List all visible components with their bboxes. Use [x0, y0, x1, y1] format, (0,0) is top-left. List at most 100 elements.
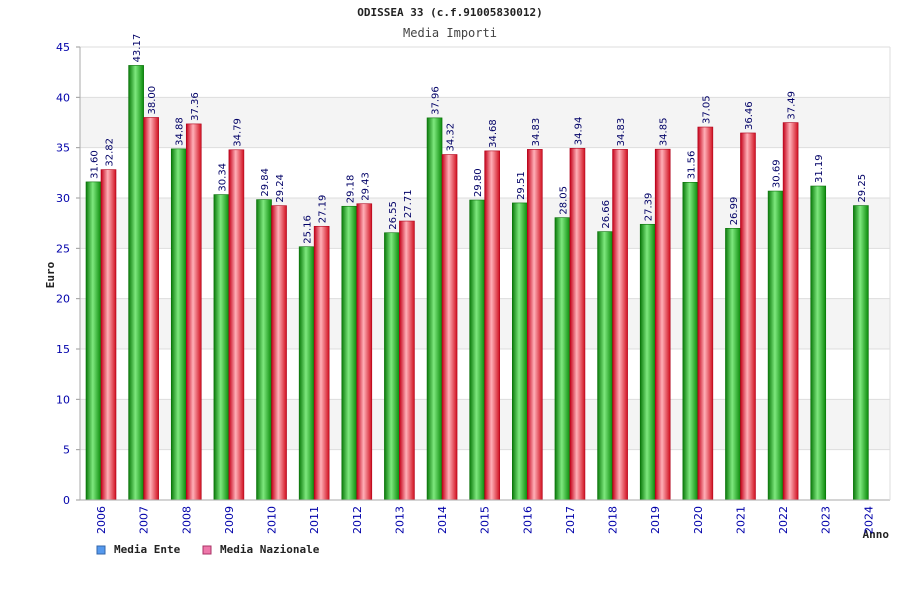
value-label-ente-2017: 28.05: [558, 186, 569, 215]
bar-nazionale-2011: [313, 225, 330, 501]
value-label-ente-2011: 25.16: [303, 215, 314, 244]
chart-title: ODISSEA 33 (c.f.91005830012): [357, 6, 542, 19]
y-tick-label: 25: [56, 242, 70, 255]
x-tick-label-2006: 2006: [95, 506, 108, 534]
legend-label-nazionale: Media Nazionale: [220, 543, 320, 556]
value-label-nazionale-2015: 34.68: [488, 119, 499, 148]
x-tick-label-2017: 2017: [564, 506, 577, 534]
bar-nazionale-2017: [569, 147, 586, 501]
bar-nazionale-2019: [654, 148, 671, 501]
bar-ente-2010: [256, 199, 272, 501]
value-label-ente-2010: 29.84: [260, 168, 271, 197]
value-label-nazionale-2022: 37.49: [787, 91, 798, 120]
legend-swatch-ente: [96, 545, 106, 555]
value-label-ente-2013: 26.55: [388, 201, 399, 230]
bar-ente-2021: [725, 228, 741, 501]
x-tick-label-2024: 2024: [862, 506, 875, 534]
x-tick-label-2012: 2012: [351, 506, 364, 534]
value-label-nazionale-2021: 36.46: [744, 101, 755, 130]
value-label-ente-2020: 31.56: [686, 151, 697, 180]
legend-swatch-nazionale: [202, 545, 212, 555]
x-tick-label-2019: 2019: [649, 506, 662, 534]
bar-nazionale-2022: [782, 122, 799, 501]
bar-ente-2020: [682, 181, 699, 501]
bar-nazionale-2020: [697, 126, 714, 501]
bar-ente-2016: [512, 202, 528, 501]
value-label-nazionale-2017: 34.94: [573, 117, 584, 146]
bar-ente-2014: [426, 117, 443, 501]
x-tick-label-2007: 2007: [138, 506, 151, 534]
value-label-nazionale-2011: 27.19: [318, 195, 329, 224]
bar-ente-2006: [85, 181, 102, 501]
bar-nazionale-2014: [441, 154, 458, 501]
bar-nazionale-2018: [612, 149, 628, 501]
x-tick-label-2008: 2008: [180, 506, 193, 534]
bar-nazionale-2021: [740, 132, 756, 501]
x-tick-label-2022: 2022: [777, 506, 790, 534]
value-label-ente-2007: 43.17: [132, 34, 143, 63]
value-label-ente-2012: 29.18: [345, 175, 356, 204]
x-tick-label-2018: 2018: [607, 506, 620, 534]
bar-nazionale-2009: [228, 149, 245, 501]
value-label-ente-2014: 37.96: [431, 86, 442, 115]
bar-nazionale-2012: [356, 203, 373, 501]
value-label-nazionale-2007: 38.00: [147, 86, 158, 115]
bar-ente-2013: [384, 232, 400, 501]
y-tick-label: 35: [56, 142, 70, 155]
value-label-nazionale-2012: 29.43: [360, 172, 371, 201]
value-label-ente-2018: 26.66: [601, 200, 612, 229]
bar-ente-2008: [170, 148, 187, 501]
bar-nazionale-2016: [527, 149, 543, 501]
bar-ente-2017: [554, 217, 571, 501]
y-axis-ticks: 0 5 10 15 20 25 30 35 40 45: [56, 41, 80, 507]
value-label-ente-2008: 34.88: [175, 117, 186, 146]
bar-nazionale-2013: [399, 220, 415, 501]
bar-ente-2024: [853, 205, 869, 501]
x-axis-label: Anno: [863, 528, 890, 541]
x-tick-label-2013: 2013: [393, 506, 406, 534]
value-label-nazionale-2016: 34.83: [531, 118, 542, 147]
bar-ente-2019: [639, 223, 656, 501]
y-tick-label: 5: [63, 444, 70, 457]
x-tick-label-2011: 2011: [308, 506, 321, 534]
legend-label-ente: Media Ente: [114, 543, 181, 556]
y-tick-label: 40: [56, 91, 70, 104]
value-label-nazionale-2009: 34.79: [232, 118, 243, 147]
value-label-nazionale-2008: 37.36: [190, 92, 201, 121]
x-tick-label-2014: 2014: [436, 506, 449, 534]
y-tick-label: 15: [56, 343, 70, 356]
value-label-ente-2009: 30.34: [217, 163, 228, 192]
value-label-nazionale-2006: 32.82: [105, 138, 116, 167]
value-label-nazionale-2010: 29.24: [275, 174, 286, 203]
value-label-ente-2016: 29.51: [516, 171, 527, 200]
x-tick-label-2015: 2015: [479, 506, 492, 534]
bar-nazionale-2008: [185, 123, 202, 501]
x-tick-label-2010: 2010: [266, 506, 279, 534]
bar-nazionale-2007: [143, 117, 159, 501]
y-axis-label: Euro: [44, 261, 57, 288]
y-tick-label: 45: [56, 41, 70, 54]
axes: [79, 47, 891, 501]
x-axis-ticks: 2006 2007 2008 2009 2010 2011 2012 2013 2014 2015…: [95, 506, 875, 534]
value-label-ente-2024: 29.25: [857, 174, 868, 203]
value-label-ente-2023: 31.19: [814, 154, 825, 183]
y-tick-label: 20: [56, 293, 70, 306]
value-label-ente-2019: 27.39: [644, 193, 655, 222]
bar-ente-2009: [213, 194, 230, 501]
bar-ente-2015: [469, 199, 485, 501]
value-label-ente-2006: 31.60: [90, 150, 101, 179]
legend: Media Ente Media Nazionale: [96, 543, 320, 556]
bar-ente-2012: [341, 205, 358, 501]
x-tick-label-2023: 2023: [820, 506, 833, 534]
bar-nazionale-2010: [271, 205, 287, 501]
bar-ente-2018: [597, 231, 613, 501]
y-tick-label: 10: [56, 393, 70, 406]
x-tick-label-2016: 2016: [521, 506, 534, 534]
bar-ente-2007: [128, 65, 144, 501]
x-tick-label-2020: 2020: [692, 506, 705, 534]
bar-ente-2011: [298, 246, 315, 501]
value-label-nazionale-2019: 34.85: [659, 118, 670, 147]
chart-subtitle: Media Importi: [403, 26, 497, 40]
